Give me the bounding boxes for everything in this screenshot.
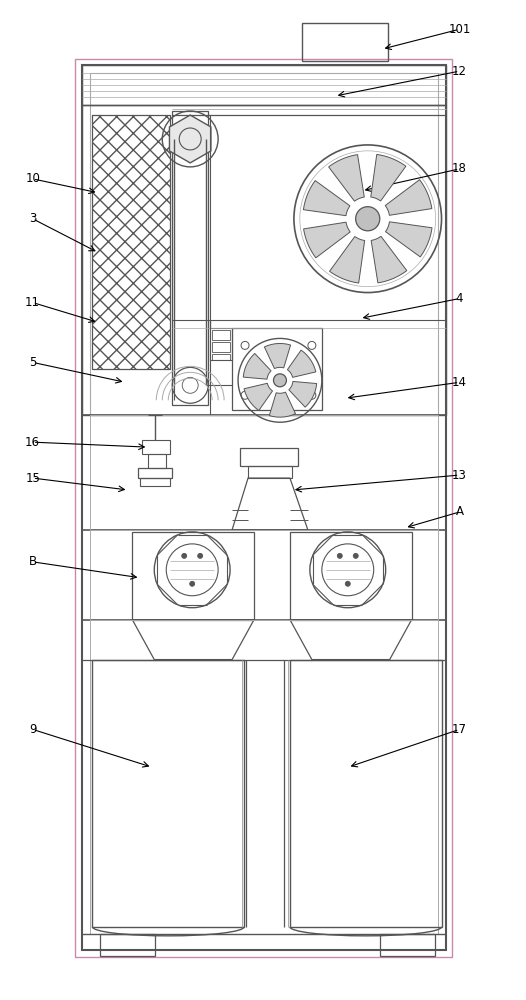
Bar [100, 934, 155, 956]
Bar [90, 530, 438, 620]
Circle shape [353, 553, 358, 558]
Bar [83, 105, 446, 415]
Bar [380, 934, 434, 956]
Text: 17: 17 [452, 723, 467, 736]
Bar [302, 23, 388, 61]
Polygon shape [244, 383, 272, 411]
Bar [90, 73, 438, 415]
Text: 9: 9 [29, 723, 36, 736]
Text: 101: 101 [448, 23, 471, 36]
Text: 10: 10 [25, 172, 40, 185]
Text: 3: 3 [29, 212, 36, 225]
Polygon shape [243, 353, 271, 379]
Polygon shape [371, 236, 407, 283]
Bar [83, 65, 446, 950]
Bar [148, 454, 166, 468]
Text: 18: 18 [452, 162, 467, 175]
Bar [172, 111, 208, 405]
Bar [143, 440, 170, 454]
Text: 13: 13 [452, 469, 467, 482]
Text: 15: 15 [25, 472, 40, 485]
Circle shape [190, 581, 195, 586]
Bar [93, 115, 170, 369]
Polygon shape [269, 392, 296, 417]
Bar [140, 478, 170, 486]
Text: 4: 4 [456, 292, 463, 305]
Text: 12: 12 [452, 65, 467, 78]
Bar [76, 59, 452, 957]
Bar [93, 115, 170, 369]
Text: 14: 14 [452, 376, 467, 389]
Polygon shape [289, 381, 317, 407]
Polygon shape [304, 181, 350, 216]
Bar [248, 466, 292, 478]
Bar [93, 660, 244, 927]
Polygon shape [265, 343, 290, 369]
Text: 11: 11 [25, 296, 40, 309]
Bar [232, 328, 322, 410]
Bar [210, 328, 232, 360]
Bar [212, 342, 230, 352]
Circle shape [356, 207, 380, 231]
Text: B: B [28, 555, 37, 568]
Circle shape [337, 553, 342, 558]
Bar [290, 660, 441, 927]
Text: 16: 16 [25, 436, 40, 449]
Bar [212, 330, 230, 340]
Polygon shape [386, 222, 432, 257]
Bar [290, 532, 412, 620]
Polygon shape [304, 222, 350, 258]
Circle shape [274, 374, 287, 387]
Circle shape [345, 581, 350, 586]
Polygon shape [169, 115, 211, 163]
Polygon shape [329, 155, 365, 201]
Polygon shape [371, 154, 406, 201]
Polygon shape [330, 236, 365, 283]
Bar [83, 65, 446, 105]
Bar [240, 448, 298, 466]
Bar [133, 532, 254, 620]
Text: 5: 5 [29, 356, 36, 369]
Bar [90, 620, 438, 934]
Circle shape [181, 553, 187, 558]
Circle shape [198, 553, 203, 558]
Text: A: A [456, 505, 463, 518]
Polygon shape [287, 350, 316, 377]
Bar [212, 354, 230, 360]
Bar [90, 415, 438, 530]
Polygon shape [385, 180, 432, 215]
Bar [138, 468, 172, 478]
